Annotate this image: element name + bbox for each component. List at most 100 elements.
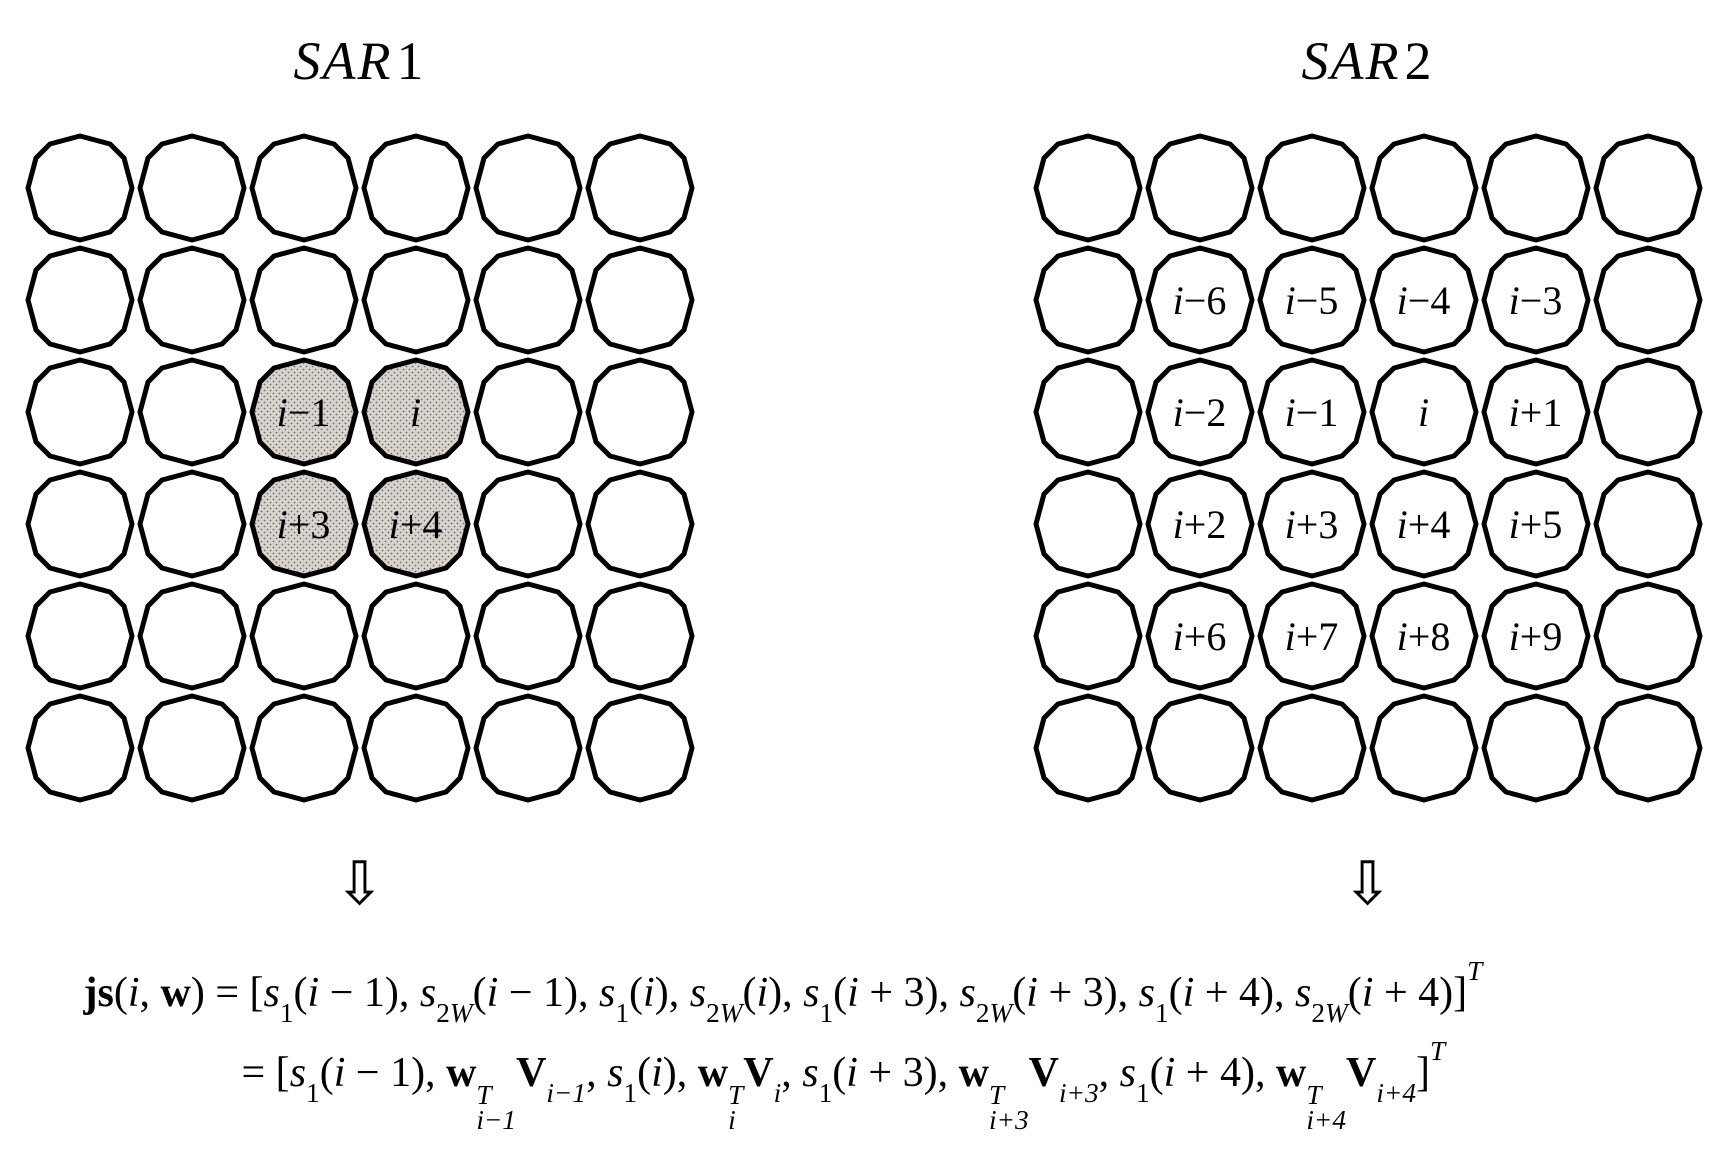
formula-line-1: js(i, w) = [s1(i − 1), s2W(i − 1), s1(i)… — [84, 954, 1704, 1034]
title-num: 1 — [396, 31, 425, 91]
down-arrow-icon: ⇩ — [1342, 854, 1392, 914]
cell-label: i−4 — [1368, 244, 1480, 356]
grid-cell — [472, 356, 584, 468]
grid-cell — [584, 132, 696, 244]
grid-cell — [1592, 132, 1704, 244]
cell-label: i+2 — [1144, 468, 1256, 580]
grid-cell — [248, 132, 360, 244]
grid-cell — [24, 132, 136, 244]
grid-cell — [1592, 468, 1704, 580]
grid-cell — [360, 244, 472, 356]
grid-cell — [584, 244, 696, 356]
grid-cell — [472, 692, 584, 804]
grid-cell: i — [360, 356, 472, 468]
grid-cell: i+5 — [1480, 468, 1592, 580]
cell-label: i−1 — [1256, 356, 1368, 468]
cell-label: i — [360, 356, 472, 468]
grid-cell — [24, 356, 136, 468]
grid-cell — [1368, 132, 1480, 244]
grid-cell — [1032, 580, 1144, 692]
title-num: 2 — [1404, 31, 1433, 91]
grid-cell — [24, 244, 136, 356]
cell-label: i+6 — [1144, 580, 1256, 692]
page: SAR1 i−1 i i+3 — [24, 30, 1704, 1134]
grid-cell: i+3 — [1256, 468, 1368, 580]
cell-label: i — [1368, 356, 1480, 468]
grid-cell: i−3 — [1480, 244, 1592, 356]
formula: js(i, w) = [s1(i − 1), s2W(i − 1), s1(i)… — [24, 954, 1704, 1134]
grid-cell — [136, 692, 248, 804]
grid-cell — [1480, 132, 1592, 244]
title-sar: SAR — [1302, 31, 1401, 91]
cell-label: i+5 — [1480, 468, 1592, 580]
cell-label: i+3 — [1256, 468, 1368, 580]
grid-cell — [136, 356, 248, 468]
grid-cell — [472, 244, 584, 356]
grid-cell — [1032, 356, 1144, 468]
grid-cell — [136, 132, 248, 244]
grid-cell: i+1 — [1480, 356, 1592, 468]
grid-cell: i+6 — [1144, 580, 1256, 692]
cell-label: i+4 — [360, 468, 472, 580]
grid-cell — [24, 468, 136, 580]
panel-title-left: SAR1 — [294, 30, 426, 92]
down-arrow-icon: ⇩ — [334, 854, 384, 914]
grid-cell — [1144, 692, 1256, 804]
grid-cell — [1592, 580, 1704, 692]
grid-cell: i−5 — [1256, 244, 1368, 356]
grid-cell — [584, 692, 696, 804]
grid-cell: i+2 — [1144, 468, 1256, 580]
panel-title-right: SAR2 — [1302, 30, 1434, 92]
title-sar: SAR — [294, 31, 393, 91]
cell-label: i+1 — [1480, 356, 1592, 468]
cell-label: i−2 — [1144, 356, 1256, 468]
grid-cell — [248, 580, 360, 692]
grid-cell: i−6 — [1144, 244, 1256, 356]
grid-cell — [1032, 244, 1144, 356]
cell-label: i+4 — [1368, 468, 1480, 580]
grid-cell — [1592, 692, 1704, 804]
cell-label: i−5 — [1256, 244, 1368, 356]
grid-cell: i−1 — [248, 356, 360, 468]
cell-label: i−1 — [248, 356, 360, 468]
grid-cell: i+3 — [248, 468, 360, 580]
grid-cell — [1592, 244, 1704, 356]
grid-cell — [584, 580, 696, 692]
grid-cell: i+4 — [360, 468, 472, 580]
cell-label: i+7 — [1256, 580, 1368, 692]
grid-cell — [1032, 692, 1144, 804]
panel-left: SAR1 i−1 i i+3 — [24, 30, 696, 914]
grid-cell — [360, 132, 472, 244]
diagram-row: SAR1 i−1 i i+3 — [24, 30, 1704, 914]
grid-cell — [24, 692, 136, 804]
grid-cell — [1480, 692, 1592, 804]
cell-label: i−3 — [1480, 244, 1592, 356]
grid-cell — [136, 468, 248, 580]
grid-cell — [472, 580, 584, 692]
formula-line-2: = [s1(i − 1), wTi−1Vi−1, s1(i), wTiVi, s… — [84, 1034, 1704, 1135]
grid-cell — [472, 468, 584, 580]
grid-left: i−1 i i+3 i+4 — [24, 132, 696, 804]
grid-cell — [1256, 132, 1368, 244]
grid-cell — [248, 692, 360, 804]
grid-cell: i−4 — [1368, 244, 1480, 356]
grid-cell — [584, 356, 696, 468]
cell-label: i+9 — [1480, 580, 1592, 692]
grid-cell — [136, 244, 248, 356]
grid-cell — [1592, 356, 1704, 468]
grid-cell: i+9 — [1480, 580, 1592, 692]
cell-label: i+3 — [248, 468, 360, 580]
grid-cell — [136, 580, 248, 692]
grid-cell: i+4 — [1368, 468, 1480, 580]
grid-cell — [360, 692, 472, 804]
grid-cell: i+7 — [1256, 580, 1368, 692]
grid-cell: i+8 — [1368, 580, 1480, 692]
grid-cell — [584, 468, 696, 580]
grid-cell — [248, 244, 360, 356]
grid-cell — [1032, 132, 1144, 244]
grid-right: i−6i−5i−4i−3 i−2i−1ii+1 i+2i+3i+4i+5 i+6i+7… — [1032, 132, 1704, 804]
cell-label: i−6 — [1144, 244, 1256, 356]
grid-cell — [472, 132, 584, 244]
grid-cell — [1368, 692, 1480, 804]
cell-label: i+8 — [1368, 580, 1480, 692]
